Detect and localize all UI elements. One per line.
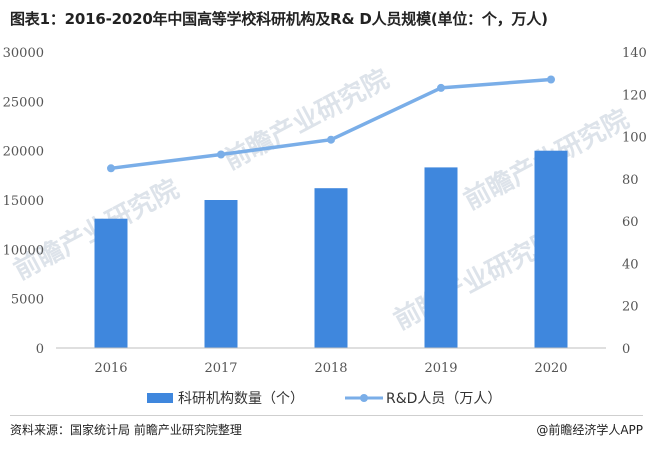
right-tick-label: 120 bbox=[622, 88, 647, 103]
right-tick-label: 20 bbox=[622, 300, 639, 315]
brand-credit: @前瞻经济学人APP bbox=[536, 423, 643, 437]
x-tick-label: 2018 bbox=[314, 361, 347, 376]
x-tick-label: 2019 bbox=[424, 361, 457, 376]
right-tick-label: 100 bbox=[622, 131, 647, 146]
right-tick-label: 40 bbox=[622, 257, 639, 272]
line-point-2019 bbox=[437, 83, 445, 92]
legend-bar-swatch bbox=[147, 393, 173, 403]
right-tick-label: 0 bbox=[622, 342, 630, 357]
line-series bbox=[107, 75, 555, 173]
x-tick-label: 2016 bbox=[94, 361, 127, 376]
x-tick-label: 2017 bbox=[204, 361, 237, 376]
line-point-2017 bbox=[217, 150, 225, 159]
legend-line-marker bbox=[360, 394, 368, 402]
bar-2018 bbox=[314, 188, 348, 348]
bar-2017 bbox=[204, 200, 238, 348]
bar-2016 bbox=[94, 218, 128, 348]
right-tick-label: 140 bbox=[622, 46, 647, 61]
left-axis-ticks: 0 5000 10000 15000 20000 25000 30000 bbox=[3, 46, 44, 357]
left-tick-label: 10000 bbox=[3, 243, 44, 258]
right-tick-label: 80 bbox=[622, 173, 639, 188]
chart-title: 图表1：2016-2020年中国高等学校科研机构及R& D人员规模(单位：个，万… bbox=[10, 10, 548, 28]
left-tick-label: 25000 bbox=[3, 95, 44, 110]
left-tick-label: 20000 bbox=[3, 145, 44, 160]
bar-2019 bbox=[424, 167, 458, 348]
watermark-text: 前瞻产业研究院 bbox=[219, 63, 394, 176]
legend-line-label: R&D人员（万人） bbox=[386, 391, 501, 407]
line-point-2016 bbox=[107, 164, 115, 173]
x-axis-ticks: 2016 2017 2018 2019 2020 bbox=[94, 361, 567, 376]
source-note: 资料来源：国家统计局 前瞻产业研究院整理 bbox=[10, 423, 242, 437]
footer-divider bbox=[10, 415, 643, 416]
line-point-2018 bbox=[327, 135, 335, 144]
chart-canvas: 前瞻产业研究院前瞻产业研究院前瞻产业研究院前瞻产业研究院 05000100001… bbox=[3, 46, 647, 407]
left-tick-label: 30000 bbox=[3, 46, 44, 61]
left-tick-label: 15000 bbox=[3, 194, 44, 209]
legend: 科研机构数量（个） R&D人员（万人） bbox=[147, 391, 501, 407]
bar-series bbox=[94, 150, 568, 348]
left-tick-label: 0 bbox=[36, 342, 44, 357]
legend-bar-label: 科研机构数量（个） bbox=[178, 391, 304, 407]
right-tick-label: 60 bbox=[622, 215, 639, 230]
x-tick-label: 2020 bbox=[534, 361, 567, 376]
bar-2020 bbox=[534, 150, 568, 348]
left-tick-label: 5000 bbox=[11, 293, 44, 308]
line-point-2020 bbox=[547, 75, 555, 84]
right-axis-ticks: 0 20 40 60 80 100 120 140 bbox=[622, 46, 647, 357]
